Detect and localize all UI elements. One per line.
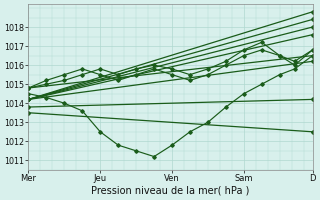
- X-axis label: Pression niveau de la mer( hPa ): Pression niveau de la mer( hPa ): [91, 186, 250, 196]
